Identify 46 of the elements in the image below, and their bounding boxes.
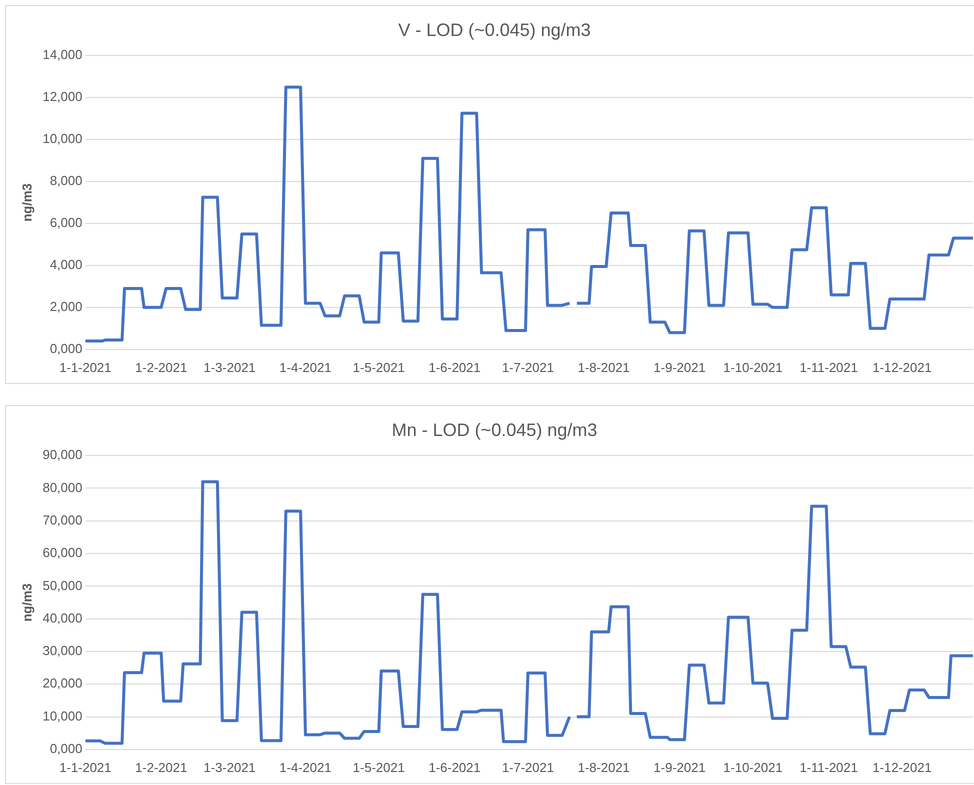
- x-tick-label: 1-1-2021: [59, 360, 112, 375]
- x-tick-label: 1-4-2021: [279, 360, 332, 375]
- x-tick-label: 1-7-2021: [502, 760, 554, 775]
- y-tick-label: 10,000: [42, 708, 82, 724]
- x-tick-label: 1-9-2021: [654, 760, 706, 775]
- y-axis-title: ng/m3: [19, 583, 34, 622]
- y-tick-label: 70,000: [42, 512, 82, 528]
- y-tick-label: 4,000: [50, 257, 82, 272]
- x-tick-label: 1-12-2021: [872, 760, 932, 775]
- y-tick-label: 60,000: [42, 545, 82, 560]
- x-tick-label: 1-2-2021: [135, 360, 188, 375]
- x-tick-label: 1-11-2021: [800, 360, 858, 375]
- x-tick-label: 1-9-2021: [654, 360, 706, 375]
- x-tick-label: 1-1-2021: [59, 760, 112, 775]
- x-tick-label: 1-6-2021: [428, 760, 481, 775]
- y-axis-title: ng/m3: [19, 183, 34, 222]
- y-tick-label: 50,000: [42, 578, 82, 593]
- y-tick-label: 40,000: [42, 610, 82, 626]
- y-tick-label: 0,000: [50, 340, 82, 356]
- x-tick-label: 1-7-2021: [502, 360, 554, 375]
- x-tick-label: 1-8-2021: [578, 360, 630, 375]
- x-tick-label: 1-8-2021: [578, 760, 630, 775]
- y-tick-label: 0,000: [50, 740, 82, 756]
- x-tick-label: 1-2-2021: [135, 760, 188, 775]
- y-tick-label: 12,000: [42, 89, 82, 104]
- x-tick-label: 1-3-2021: [204, 760, 256, 775]
- x-tick-label: 1-4-2021: [279, 760, 332, 775]
- y-tick-label: 80,000: [42, 480, 82, 495]
- x-tick-label: 1-11-2021: [800, 760, 858, 775]
- x-tick-label: 1-5-2021: [352, 760, 405, 775]
- x-tick-label: 1-10-2021: [723, 360, 783, 375]
- y-tick-label: 14,000: [42, 47, 82, 62]
- y-tick-label: 20,000: [42, 676, 82, 691]
- y-tick-label: 90,000: [42, 447, 82, 462]
- chart-title: V - LOD (~0.045) ng/m3: [398, 20, 591, 40]
- x-tick-label: 1-10-2021: [723, 760, 783, 775]
- x-tick-label: 1-6-2021: [428, 360, 481, 375]
- y-tick-label: 2,000: [50, 299, 82, 314]
- y-tick-label: 30,000: [42, 643, 82, 658]
- x-tick-label: 1-5-2021: [352, 360, 405, 375]
- chart-title: Mn - LOD (~0.045) ng/m3: [392, 420, 598, 440]
- y-tick-label: 8,000: [50, 173, 82, 188]
- y-tick-label: 10,000: [42, 131, 82, 146]
- x-tick-label: 1-12-2021: [872, 360, 932, 375]
- x-tick-label: 1-3-2021: [204, 360, 256, 375]
- y-tick-label: 6,000: [50, 215, 82, 230]
